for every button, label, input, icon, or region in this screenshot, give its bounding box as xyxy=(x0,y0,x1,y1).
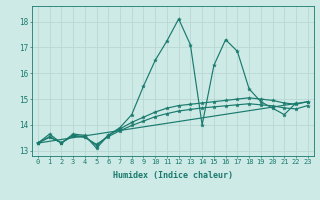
X-axis label: Humidex (Indice chaleur): Humidex (Indice chaleur) xyxy=(113,171,233,180)
